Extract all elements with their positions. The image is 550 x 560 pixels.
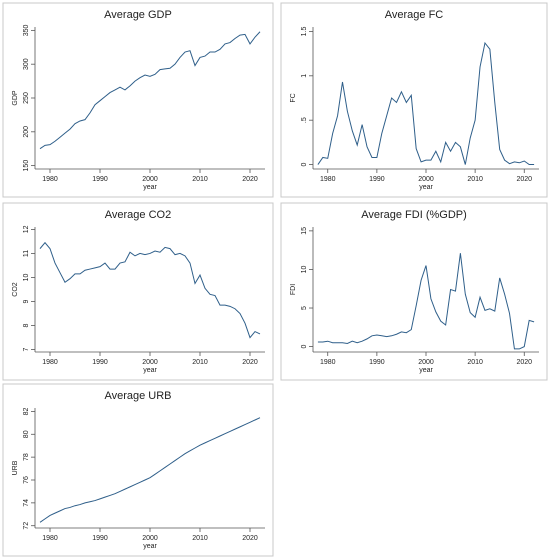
x-tick-label: 1980 (42, 535, 58, 542)
y-tick-label: 11 (23, 250, 30, 257)
y-tick-label: 1 (301, 74, 308, 78)
x-tick-label: 2010 (192, 359, 208, 366)
y-tick-label: 10 (23, 273, 30, 281)
y-tick-label: 300 (23, 58, 30, 70)
y-tick-label: 350 (23, 24, 30, 36)
x-axis-label: year (143, 367, 157, 374)
y-axis-label: GDP (12, 90, 19, 106)
y-tick-label: 76 (23, 476, 30, 484)
x-tick-label: 2020 (242, 535, 258, 542)
plot-area (313, 27, 539, 169)
y-axis-label: URB (12, 460, 19, 475)
x-axis-label: year (143, 184, 157, 191)
y-tick-label: .5 (301, 117, 308, 123)
y-tick-label: 78 (23, 453, 30, 461)
y-tick-label: 7 (23, 348, 30, 352)
y-tick-label: 150 (23, 160, 30, 172)
y-tick-label: 1.5 (301, 26, 308, 36)
x-tick-label: 2010 (467, 176, 483, 183)
plot-area (35, 408, 265, 528)
data-line (317, 253, 535, 350)
plot-area (35, 227, 265, 352)
x-tick-label: 2000 (418, 176, 434, 183)
y-tick-label: 0 (301, 163, 308, 167)
x-tick-label: 2020 (516, 359, 532, 366)
y-tick-label: 200 (23, 126, 30, 138)
x-axis-label: year (419, 184, 433, 191)
y-tick-label: 12 (23, 225, 30, 233)
x-tick-label: 2010 (467, 359, 483, 366)
x-tick-label: 1990 (92, 176, 108, 183)
panel-title: Average FDI (%GDP) (361, 209, 467, 221)
x-tick-label: 1990 (92, 535, 108, 542)
x-tick-label: 2020 (242, 176, 258, 183)
y-tick-label: 9 (23, 299, 30, 303)
plot-area (313, 227, 539, 352)
x-tick-label: 1980 (42, 176, 58, 183)
x-tick-label: 2010 (192, 176, 208, 183)
x-tick-label: 1990 (369, 176, 385, 183)
x-tick-label: 2010 (192, 535, 208, 542)
data-line (317, 41, 535, 166)
x-tick-label: 2020 (516, 176, 532, 183)
y-tick-label: 0 (301, 345, 308, 349)
panel-title: Average FC (385, 9, 444, 21)
y-tick-label: 74 (23, 499, 30, 507)
y-tick-label: 250 (23, 92, 30, 104)
x-tick-label: 2000 (142, 359, 158, 366)
panel-title: Average URB (104, 390, 171, 402)
y-axis-label: CO2 (12, 282, 19, 297)
plot-area (35, 27, 265, 169)
y-axis-label: FDI (290, 284, 297, 295)
x-tick-label: 2020 (242, 359, 258, 366)
x-tick-label: 2000 (142, 535, 158, 542)
x-tick-label: 2000 (142, 176, 158, 183)
data-line (39, 417, 261, 523)
y-tick-label: 82 (23, 407, 30, 415)
x-tick-label: 1980 (320, 359, 336, 366)
y-tick-label: 10 (301, 265, 308, 273)
y-tick-label: 72 (23, 522, 30, 530)
x-tick-label: 2000 (418, 359, 434, 366)
y-tick-label: 8 (23, 324, 30, 328)
panel-title: Average GDP (104, 9, 172, 21)
x-tick-label: 1980 (42, 359, 58, 366)
x-tick-label: 1980 (320, 176, 336, 183)
x-axis-label: year (419, 367, 433, 374)
panel-title: Average CO2 (105, 209, 171, 221)
y-tick-label: 80 (23, 430, 30, 438)
data-line (39, 241, 261, 339)
x-tick-label: 1990 (92, 359, 108, 366)
y-axis-label: FC (290, 93, 297, 102)
y-tick-label: 5 (301, 306, 308, 310)
x-axis-label: year (143, 543, 157, 550)
data-line (39, 31, 261, 150)
y-tick-label: 15 (301, 227, 308, 235)
x-tick-label: 1990 (369, 359, 385, 366)
